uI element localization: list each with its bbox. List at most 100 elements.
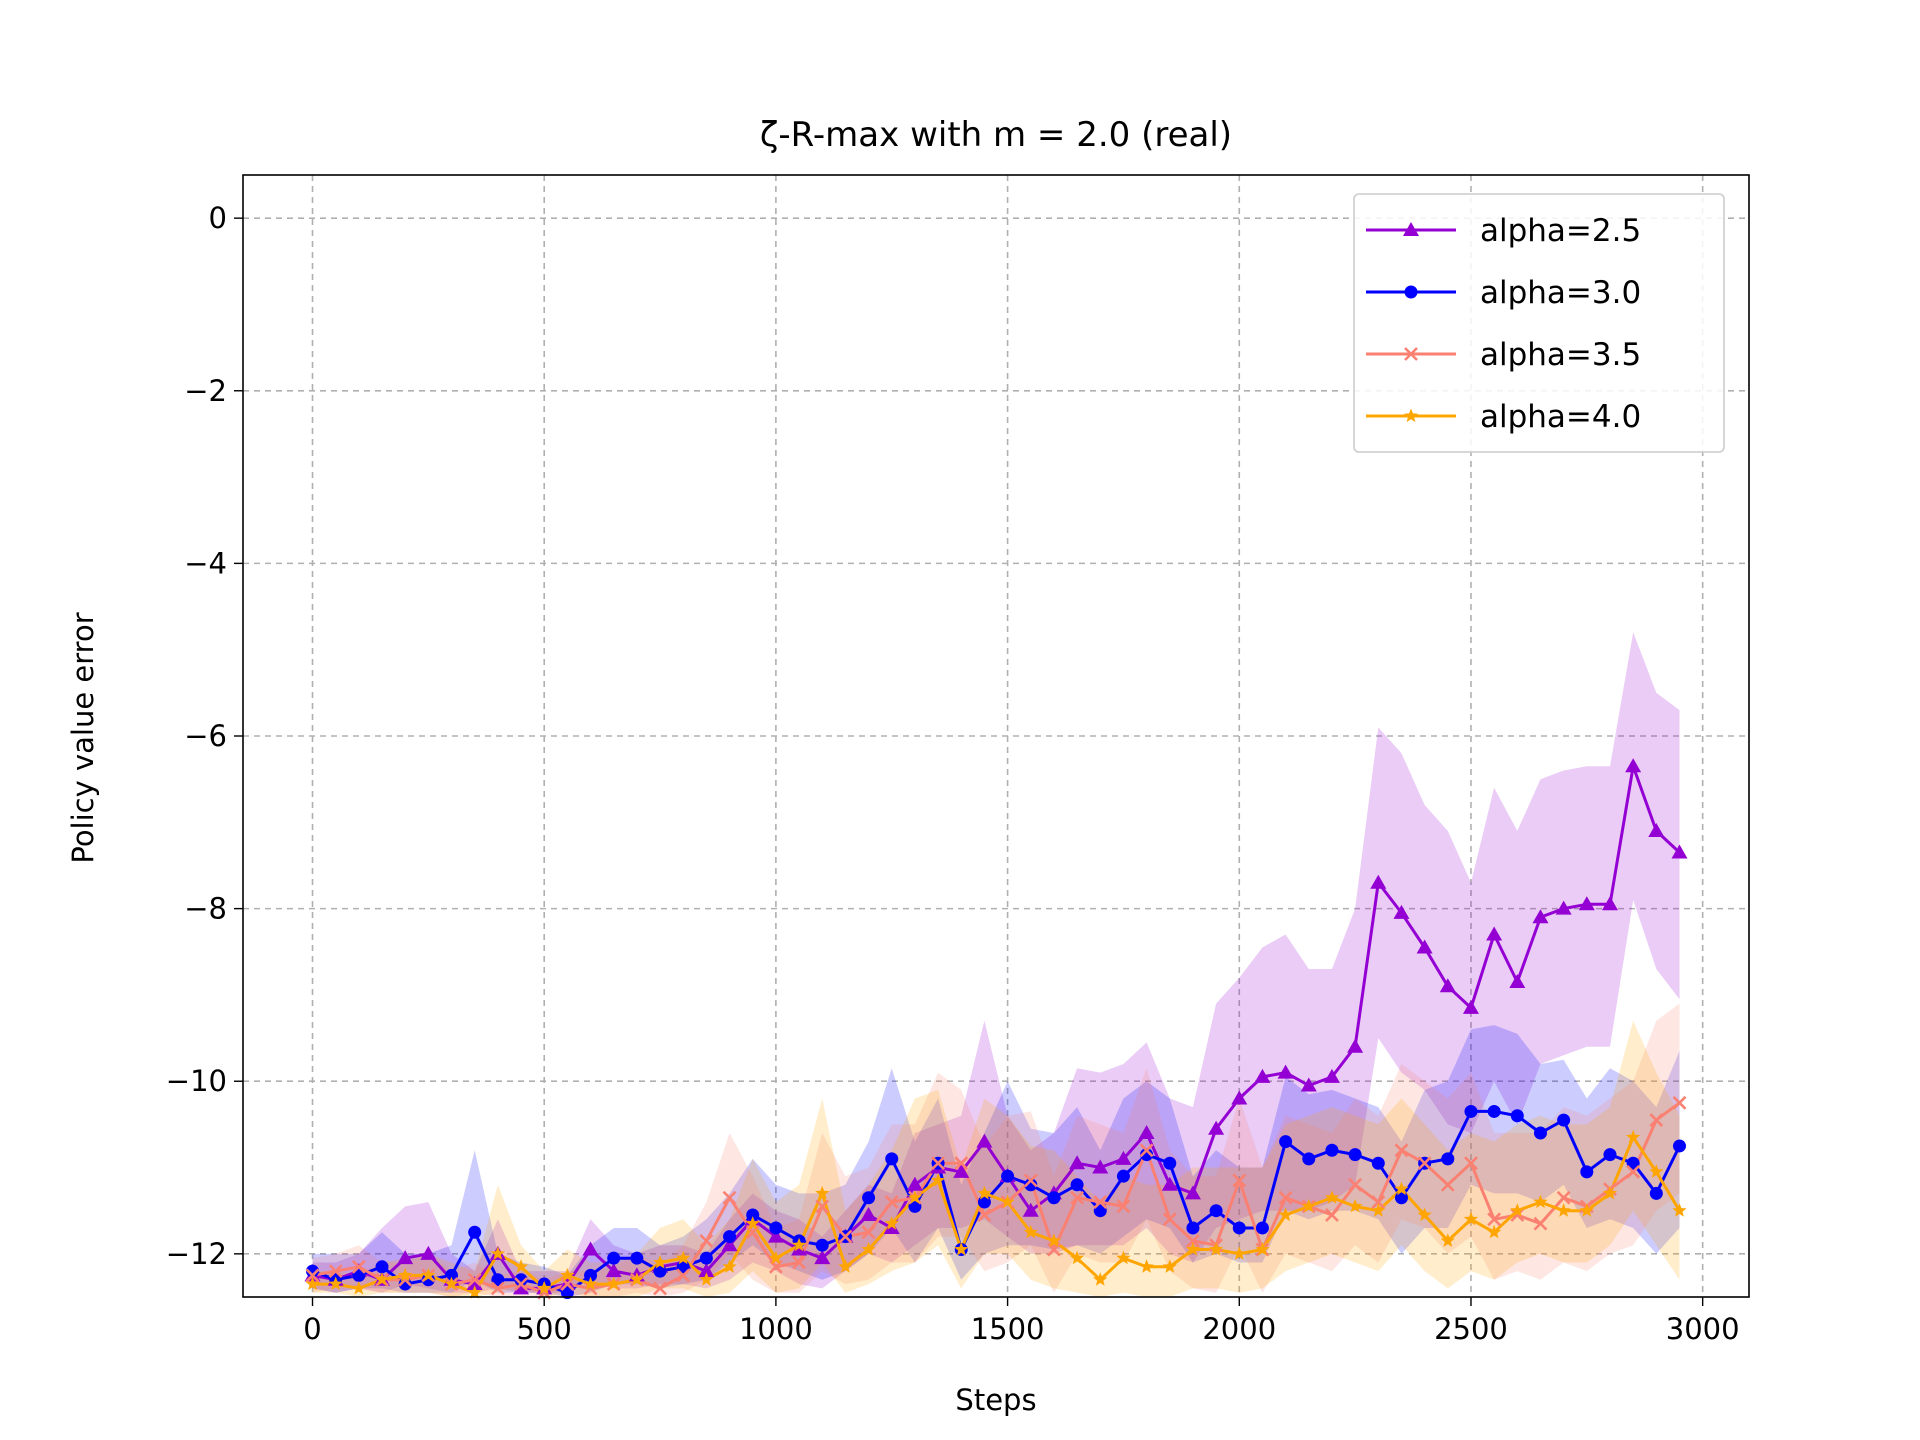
data-point-marker [791,1237,807,1252]
data-point-marker [884,1195,899,1209]
x-marker-stroke [1440,1177,1455,1192]
data-point-marker [1556,1203,1571,1217]
x-marker-stroke [838,1229,853,1244]
data-point-marker [466,1276,483,1291]
data-point-marker [1672,1095,1687,1110]
data-point-marker [305,1268,320,1283]
y-tick-label: −6 [184,719,227,753]
legend-label: alpha=3.0 [1480,275,1641,311]
data-point-marker [560,1267,575,1282]
data-point-marker [1533,1216,1548,1231]
series-markers [304,758,1688,1300]
data-point-marker [467,1285,482,1299]
data-point-marker [1671,844,1688,859]
x-tick-label: 2000 [1202,1312,1276,1346]
data-point-marker [1255,1221,1269,1235]
legend-label: alpha=4.0 [1480,399,1641,435]
data-point-marker [514,1277,528,1291]
data-point-marker [1140,1148,1154,1162]
data-point-marker [1393,904,1410,919]
x-tick-label: 1000 [739,1312,813,1346]
data-point-marker [1648,822,1665,837]
data-point-marker [768,1250,783,1265]
x-marker-stroke [1093,1195,1108,1209]
data-point-marker [352,1268,366,1282]
data-point-marker [1301,1198,1316,1213]
x-marker-stroke [699,1233,714,1248]
data-point-marker [421,1267,436,1282]
x-marker-stroke [653,1281,667,1296]
data-point-marker [513,1259,529,1273]
data-point-marker [1138,1125,1155,1140]
data-point-marker [1625,758,1642,773]
data-point-marker [977,1195,991,1209]
x-marker-stroke [1649,1113,1664,1127]
data-point-marker [1232,1173,1247,1188]
data-point-marker [1439,978,1456,993]
data-point-marker [398,1267,413,1282]
data-point-marker [1394,1143,1409,1158]
data-point-marker [746,1208,760,1222]
data-point-marker [1487,1224,1502,1239]
data-point-marker [1578,896,1595,911]
data-point-marker [767,1228,784,1243]
legend-label: alpha=3.5 [1480,337,1641,373]
data-point-marker [1278,1207,1293,1222]
x-marker-stroke [1139,1143,1154,1158]
data-point-marker [583,1281,598,1296]
x-marker-stroke [1278,1190,1293,1205]
data-point-marker [1161,1176,1178,1191]
data-point-marker [1601,896,1618,911]
x-marker-stroke [861,1225,876,1240]
x-marker-stroke [1510,1208,1525,1222]
data-point-marker [1464,1156,1478,1171]
data-point-marker [1626,1164,1641,1179]
data-point-marker [1579,1203,1594,1217]
data-point-marker [977,1208,992,1222]
data-point-marker [584,1268,598,1282]
x-marker-stroke [1023,1173,1038,1188]
data-point-marker [698,1263,715,1278]
legend-marker [1403,408,1419,423]
y-tick-label: −4 [184,546,227,580]
data-point-marker [1255,1242,1270,1256]
data-point-marker [1254,1068,1271,1083]
data-point-marker [721,1237,738,1252]
data-point-marker [1325,1208,1339,1222]
data-point-marker [722,1259,737,1273]
data-point-marker [351,1259,366,1274]
data-point-marker [745,1216,760,1230]
data-point-marker [537,1280,552,1295]
data-point-marker [397,1250,414,1265]
data-point-marker [676,1268,691,1283]
data-point-marker [1116,1169,1130,1183]
x-tick-label: 2500 [1434,1312,1508,1346]
data-point-marker [1464,1104,1478,1118]
data-point-marker [375,1260,389,1274]
data-point-marker [629,1272,644,1286]
data-point-marker [445,1268,459,1282]
data-point-marker [1348,1198,1363,1213]
data-point-marker [1116,1250,1131,1265]
data-point-marker [491,1273,505,1287]
data-point-marker [1093,1204,1107,1218]
data-point-marker [652,1255,668,1269]
x-marker-stroke [1487,1212,1502,1227]
y-tick-label: −12 [166,1237,227,1271]
data-point-marker [444,1276,459,1291]
data-point-marker [1001,1169,1015,1183]
x-marker-stroke [1348,1177,1363,1192]
data-point-marker [1023,1173,1038,1188]
data-point-marker [1093,1272,1108,1286]
data-point-marker [560,1286,574,1300]
data-point-marker [1555,900,1572,915]
data-point-marker [1069,1155,1086,1170]
data-point-marker [1070,1190,1085,1205]
legend: alpha=2.5 alpha=3.0 alpha=3.5 alpha=4.0 [1353,193,1725,453]
data-point-marker [883,1219,900,1234]
data-point-marker [305,1276,320,1291]
x-axis-label: Steps [955,1383,1036,1417]
x-marker-stroke [1533,1216,1548,1231]
data-point-marker [860,1207,877,1222]
